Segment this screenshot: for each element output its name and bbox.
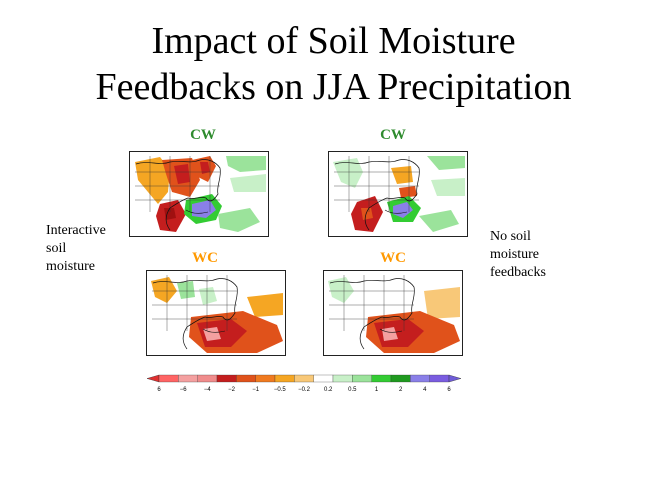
colorbar-segment [294, 374, 314, 383]
colorbar-svg: 6 −6 −4 −2 −1 −0.5 −0.2 0.2 0.5 1 2 4 6 [146, 374, 462, 393]
colorbar-legend: 6 −6 −4 −2 −1 −0.5 −0.2 0.2 0.5 1 2 4 6 [145, 372, 463, 399]
colorbar-tick-label: 6 [447, 387, 451, 393]
colorbar-tick-label: −4 [204, 387, 212, 393]
no-soil-line-2: moisture [490, 247, 539, 262]
precip-anomaly-map [147, 271, 285, 355]
colorbar-tick-label: −2 [228, 387, 236, 393]
colorbar-tick-label: 2 [399, 387, 403, 393]
colorbar-tick-label: −0.5 [274, 387, 287, 393]
colorbar-segment [371, 374, 392, 383]
slide-title: Impact of Soil Moisture Feedbacks on JJA… [0, 18, 667, 110]
colorbar-tick-label: −0.2 [298, 387, 311, 393]
colorbar-segment [390, 374, 411, 383]
no-soil-moisture-label: No soil moisture feedbacks [490, 228, 570, 282]
colorbar-segment [429, 374, 450, 383]
colorbar-arrow-left [146, 374, 160, 383]
wc-label-right: WC [380, 250, 406, 266]
interactive-line-3: moisture [46, 259, 95, 274]
precip-anomaly-map [324, 271, 462, 355]
map-wc-no-feedback [323, 270, 463, 356]
colorbar-tick-label: −6 [180, 387, 188, 393]
colorbar-segment [255, 374, 276, 383]
cw-label-left: CW [190, 127, 216, 143]
colorbar-tick-label: 0.5 [348, 387, 357, 393]
cw-label-right: CW [380, 127, 406, 143]
colorbar-segment [158, 374, 179, 383]
colorbar-tick-label: 0.2 [324, 387, 333, 393]
precip-anomaly-map [329, 152, 467, 236]
colorbar-tick-label: 6 [157, 387, 161, 393]
colorbar-segment [332, 374, 353, 383]
colorbar-segment [410, 374, 430, 383]
no-soil-line-3: feedbacks [490, 265, 546, 280]
precip-anomaly-map [130, 152, 268, 236]
map-cw-no-feedback [328, 151, 468, 237]
no-soil-line-1: No soil [490, 229, 531, 244]
colorbar-tick-label: −1 [252, 387, 260, 393]
colorbar-segment [274, 374, 295, 383]
colorbar-segment [236, 374, 256, 383]
interactive-line-2: soil [46, 241, 67, 256]
title-line-2: Feedbacks on JJA Precipitation [95, 66, 572, 108]
wc-label-left: WC [192, 250, 218, 266]
colorbar-segment [313, 374, 334, 383]
colorbar-segment [352, 374, 372, 383]
title-line-1: Impact of Soil Moisture [151, 20, 516, 62]
interactive-line-1: Interactive [46, 223, 106, 238]
colorbar-tick-label: 1 [375, 387, 379, 393]
colorbar-tick-label: 4 [423, 387, 427, 393]
map-cw-interactive [129, 151, 269, 237]
map-wc-interactive [146, 270, 286, 356]
colorbar-segment [216, 374, 237, 383]
colorbar-segment [197, 374, 218, 383]
colorbar-segment [178, 374, 198, 383]
colorbar-arrow-right [448, 374, 462, 383]
interactive-soil-moisture-label: Interactive soil moisture [46, 222, 126, 276]
